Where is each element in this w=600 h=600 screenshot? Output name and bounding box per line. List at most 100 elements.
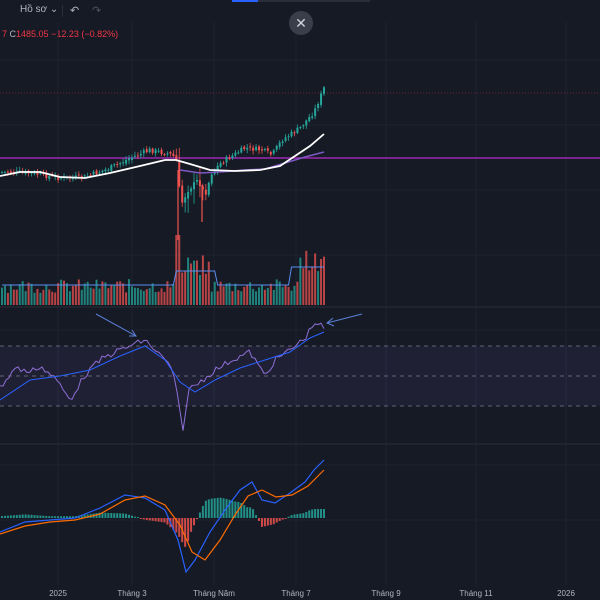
volume-bar <box>198 274 201 305</box>
macd-histogram-bar <box>287 516 290 518</box>
volume-bar <box>60 279 63 305</box>
macd-histogram-bar <box>30 514 33 518</box>
volume-bar <box>104 282 107 305</box>
volume-bar <box>169 287 172 305</box>
volume-bar <box>6 292 9 305</box>
candle-body <box>234 152 237 156</box>
candle-body <box>128 158 131 161</box>
candle-body <box>15 170 18 172</box>
rsi-ma-line <box>0 331 325 401</box>
macd-histogram-bar <box>275 518 278 523</box>
redo-icon[interactable]: ↷ <box>92 5 102 17</box>
macd-histogram-bar <box>234 501 237 518</box>
macd-histogram-bar <box>243 505 246 518</box>
candle-body <box>311 116 314 118</box>
volume-bar <box>42 289 45 305</box>
candle-body <box>243 146 246 150</box>
candle-body <box>166 153 169 155</box>
chevron-down-icon: ⌄ <box>49 4 59 15</box>
macd-histogram-bar <box>125 513 128 518</box>
macd-histogram-bar <box>201 505 204 518</box>
time-label-july: Tháng 7 <box>281 589 311 598</box>
volume-bar <box>74 284 77 305</box>
candle-body <box>231 155 234 159</box>
time-label-november: Tháng 11 <box>459 589 493 598</box>
volume-bar <box>119 281 122 305</box>
volume-bar <box>314 253 317 305</box>
candle-body <box>139 153 142 156</box>
volume-bar <box>113 285 116 305</box>
volume-bar <box>48 289 51 305</box>
legend-change: −12.23 (−0.82%) <box>51 29 119 39</box>
volume-bar <box>157 291 160 305</box>
macd-histogram-bar <box>57 516 60 518</box>
candle-body <box>296 127 299 133</box>
volume-bar <box>130 286 133 305</box>
profile-menu[interactable]: Hồ sơ ⌄ <box>20 4 58 15</box>
volume-bar <box>263 289 266 305</box>
macd-histogram-bar <box>219 497 222 518</box>
candle-body <box>98 172 101 174</box>
candle-body <box>104 169 107 172</box>
volume-bar <box>24 291 27 305</box>
toolbar-divider <box>62 5 63 17</box>
volume-bar <box>101 281 104 305</box>
volume-bar <box>163 291 166 305</box>
volume-bar <box>234 283 237 305</box>
candle-body <box>148 148 151 153</box>
volume-bar <box>272 289 275 305</box>
volume-bar <box>204 273 207 305</box>
candle-body <box>302 125 305 127</box>
volume-bar <box>175 235 178 305</box>
ohlc-legend: 7 C1485.05 −12.23 (−0.82%) <box>2 29 118 39</box>
volume-bar <box>30 283 33 305</box>
legend-close-value: 1485.05 <box>16 29 49 39</box>
candle-body <box>39 172 42 174</box>
volume-bar <box>63 280 66 305</box>
volume-bar <box>15 289 18 305</box>
volume-bar <box>154 292 157 305</box>
macd-histogram-bar <box>110 513 113 518</box>
macd-histogram-bar <box>101 512 104 518</box>
macd-histogram-bar <box>15 514 18 518</box>
moving-average-white <box>0 133 325 179</box>
volume-bar <box>284 284 287 305</box>
legend-fragment: 7 <box>2 29 8 39</box>
candle-body <box>45 172 48 178</box>
macd-histogram-bar <box>3 515 6 518</box>
macd-histogram-bar <box>133 516 136 518</box>
volume-bar <box>219 281 222 305</box>
tab-strip <box>232 0 370 2</box>
macd-histogram-bar <box>68 516 71 518</box>
macd-histogram-bar <box>216 497 219 518</box>
undo-icon[interactable]: ↶ <box>70 5 80 17</box>
volume-bar <box>125 292 128 305</box>
macd-histogram-bar <box>198 512 201 518</box>
volume-bar <box>275 279 278 305</box>
volume-bar <box>65 283 68 305</box>
macd-histogram-bar <box>204 500 207 518</box>
macd-histogram-bar <box>119 513 122 518</box>
divergence-arrow-right <box>326 313 363 327</box>
macd-histogram-bar <box>71 516 74 518</box>
close-icon[interactable]: ✕ <box>289 11 313 35</box>
macd-histogram-bar <box>293 514 296 518</box>
volume-bar <box>266 288 269 305</box>
macd-histogram-bar <box>272 518 275 525</box>
macd-histogram-bar <box>116 513 119 518</box>
tab-active-indicator[interactable] <box>232 0 258 2</box>
candle-body <box>130 157 133 160</box>
candle-body <box>80 175 83 178</box>
candle-body <box>281 141 284 144</box>
macd-histogram-bar <box>80 515 83 518</box>
legend-close-prefix: C <box>9 29 17 39</box>
candle-body <box>246 147 249 150</box>
volume-bar <box>148 288 151 305</box>
macd-histogram-bar <box>269 518 272 525</box>
price-candles <box>1 85 325 240</box>
candle-body <box>258 146 261 151</box>
macd-histogram-bar <box>231 500 234 518</box>
macd-histogram-bar <box>213 498 216 518</box>
candle-body <box>172 153 175 157</box>
